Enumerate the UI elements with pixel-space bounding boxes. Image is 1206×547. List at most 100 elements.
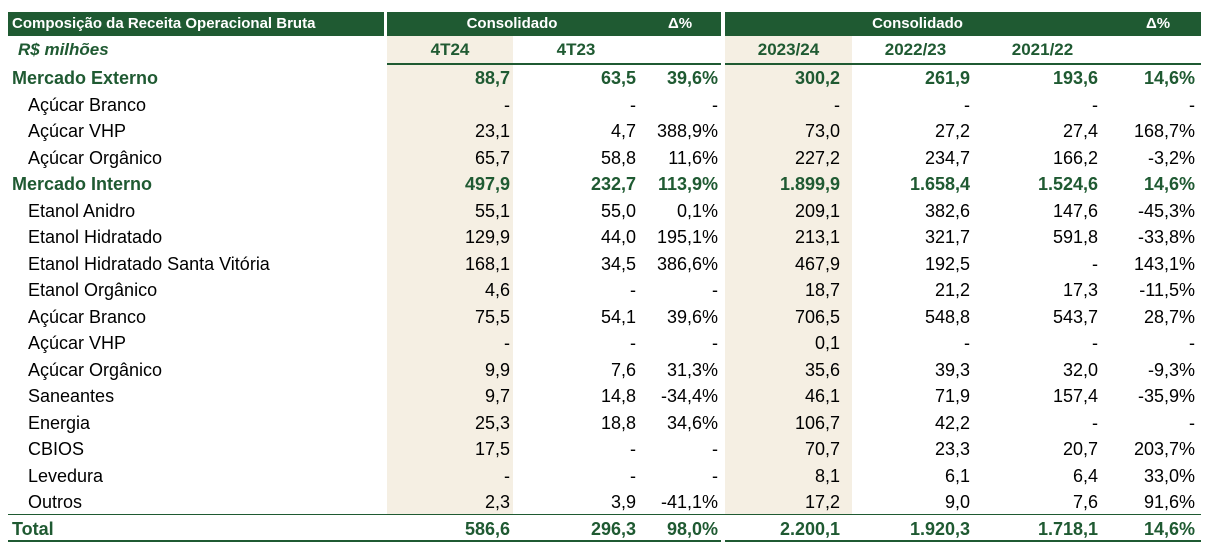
val-4t23: 4,7 xyxy=(610,121,636,141)
val-delta1: - xyxy=(712,280,718,300)
val-4t23: 232,7 xyxy=(590,174,636,194)
row-label: Açúcar Orgânico xyxy=(28,148,163,168)
row-label: Açúcar VHP xyxy=(28,121,127,141)
val-4t23: - xyxy=(630,439,636,459)
row-label: Etanol Hidratado xyxy=(28,227,163,247)
val-delta1: 98,0% xyxy=(666,519,718,539)
val-2021-22: 7,6 xyxy=(1072,492,1098,512)
group1-label: Consolidado xyxy=(466,15,558,32)
header-group1-bar xyxy=(387,12,721,36)
unit-label: R$ milhões xyxy=(18,40,109,59)
val-2022-23: 192,5 xyxy=(924,254,970,274)
val-4t23: 63,5 xyxy=(600,68,636,88)
row-label: Etanol Orgânico xyxy=(28,280,158,300)
val-delta2: -11,5% xyxy=(1139,280,1195,300)
val-2023-24: 213,1 xyxy=(794,227,840,247)
val-2023-24: 35,6 xyxy=(804,360,840,380)
val-delta2: 14,6% xyxy=(1143,68,1195,88)
val-delta1: - xyxy=(712,333,718,353)
val-2023-24: 209,1 xyxy=(794,201,840,221)
val-delta2: 91,6% xyxy=(1143,492,1195,512)
col-4t24-shade xyxy=(387,36,513,514)
val-2023-24: 106,7 xyxy=(794,413,840,433)
row-label: Mercado Externo xyxy=(12,68,159,88)
val-4t24: 75,5 xyxy=(474,307,510,327)
col-2023-24-shade xyxy=(725,36,852,514)
val-delta1: 388,9% xyxy=(656,121,718,141)
val-2022-23: 382,6 xyxy=(924,201,970,221)
val-4t24: 25,3 xyxy=(474,413,510,433)
val-4t24: 129,9 xyxy=(464,227,510,247)
val-2023-24: 8,1 xyxy=(814,466,840,486)
val-delta1: 11,6% xyxy=(668,148,718,168)
row-label: Açúcar VHP xyxy=(28,333,127,353)
val-4t24: - xyxy=(504,95,510,115)
val-2023-24: 73,0 xyxy=(804,121,840,141)
val-2022-23: 21,2 xyxy=(934,280,970,300)
val-4t23: - xyxy=(630,95,636,115)
row-label: Saneantes xyxy=(28,386,115,406)
val-2021-22: 157,4 xyxy=(1052,386,1098,406)
val-delta2: 203,7% xyxy=(1133,439,1195,459)
val-delta1: -41,1% xyxy=(660,492,718,512)
row-label: Mercado Interno xyxy=(12,174,153,194)
val-delta1: -34,4% xyxy=(660,386,718,406)
row-label: Açúcar Orgânico xyxy=(28,360,163,380)
val-2021-22: 27,4 xyxy=(1062,121,1098,141)
val-4t23: - xyxy=(630,333,636,353)
col-header-4t23: 4T23 xyxy=(556,40,596,59)
val-2021-22: 1.718,1 xyxy=(1037,519,1098,539)
val-4t23: 14,8 xyxy=(600,386,636,406)
val-2021-22: 20,7 xyxy=(1062,439,1098,459)
val-delta2: -45,3% xyxy=(1137,201,1195,221)
val-2023-24: 467,9 xyxy=(794,254,840,274)
val-2022-23: 234,7 xyxy=(924,148,970,168)
val-4t24: 4,6 xyxy=(484,280,510,300)
val-delta2: 14,6% xyxy=(1143,519,1195,539)
val-2021-22: 543,7 xyxy=(1052,307,1098,327)
val-2023-24: 0,1 xyxy=(814,333,840,353)
val-delta2: - xyxy=(1189,333,1195,353)
val-delta2: -33,8% xyxy=(1137,227,1195,247)
row-label: Açúcar Branco xyxy=(28,95,147,115)
col-header-2023-24: 2023/24 xyxy=(757,40,820,59)
val-4t23: 296,3 xyxy=(590,519,636,539)
val-delta2: -3,2% xyxy=(1147,148,1195,168)
val-delta1: - xyxy=(712,439,718,459)
row-label: Outros xyxy=(28,492,83,512)
val-4t24: - xyxy=(504,333,510,353)
val-4t24: 9,9 xyxy=(484,360,510,380)
val-4t24: 586,6 xyxy=(464,519,510,539)
val-2021-22: 147,6 xyxy=(1052,201,1098,221)
val-delta2: 143,1% xyxy=(1133,254,1195,274)
val-4t23: - xyxy=(630,466,636,486)
val-4t23: - xyxy=(630,280,636,300)
val-delta2: 14,6% xyxy=(1143,174,1195,194)
row-label: Etanol Hidratado Santa Vitória xyxy=(28,254,270,274)
val-2023-24: 227,2 xyxy=(794,148,840,168)
val-2022-23: 1.920,3 xyxy=(909,519,970,539)
val-4t24: 497,9 xyxy=(464,174,510,194)
val-2022-23: 1.658,4 xyxy=(909,174,970,194)
val-2021-22: 6,4 xyxy=(1072,466,1098,486)
val-delta2: - xyxy=(1189,413,1195,433)
table-title: Composição da Receita Operacional Bruta xyxy=(12,15,316,32)
total-bottom-line-1 xyxy=(8,540,721,542)
val-delta1: 113,9% xyxy=(657,174,718,194)
row-label: CBIOS xyxy=(28,439,85,459)
delta1-label: Δ% xyxy=(667,15,693,32)
val-2022-23: 39,3 xyxy=(934,360,970,380)
val-4t23: 58,8 xyxy=(600,148,636,168)
row-label: Energia xyxy=(28,413,91,433)
val-4t24: 88,7 xyxy=(474,68,510,88)
row-label: Levedura xyxy=(28,466,104,486)
val-4t24: 9,7 xyxy=(484,386,510,406)
val-4t24: 17,5 xyxy=(474,439,510,459)
val-delta2: -35,9% xyxy=(1137,386,1195,406)
val-delta1: 195,1% xyxy=(656,227,718,247)
val-4t24: 65,7 xyxy=(474,148,510,168)
val-delta1: - xyxy=(712,95,718,115)
val-2023-24: 1.899,9 xyxy=(779,174,840,194)
val-2021-22: 193,6 xyxy=(1052,68,1098,88)
